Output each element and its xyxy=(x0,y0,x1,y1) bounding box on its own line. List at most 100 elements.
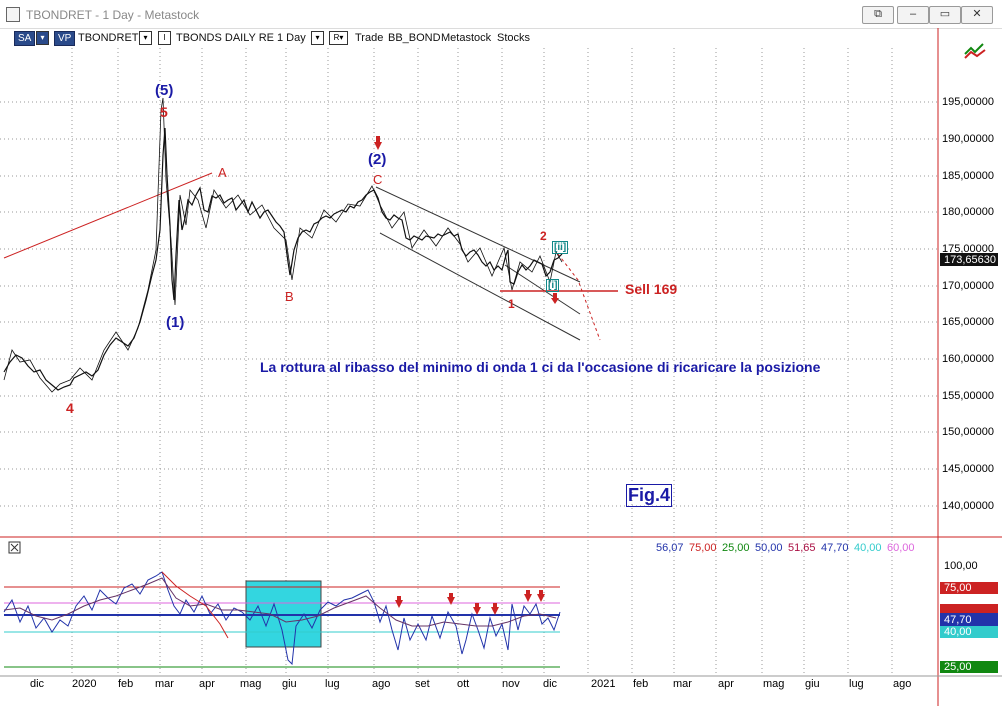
period-label[interactable]: 1 Day xyxy=(277,32,306,44)
time-tick: apr xyxy=(718,678,734,690)
price-series-noise xyxy=(3,97,563,393)
time-tick: lug xyxy=(325,678,340,690)
symbol-label[interactable]: TBONDRET xyxy=(78,32,139,44)
window-title: TBONDRET - 1 Day - Metastock xyxy=(26,8,200,22)
figure-label[interactable]: Fig.4 xyxy=(626,484,673,507)
price-tick: 140,00000 xyxy=(942,500,994,512)
indicator-tick: 47,70 xyxy=(944,614,972,626)
down-arrow-icon xyxy=(537,594,545,602)
time-tick: 2020 xyxy=(72,678,97,690)
indicator-value: 56,07 xyxy=(656,542,684,554)
maximize-button[interactable]: ▭ xyxy=(929,6,961,24)
restore-tile-button[interactable]: ⧉ xyxy=(862,6,894,24)
last-price-tag: 173,65630 xyxy=(944,254,996,266)
time-tick: mag xyxy=(240,678,262,690)
time-tick: giu xyxy=(805,678,820,690)
price-tick: 190,00000 xyxy=(942,133,994,145)
trendline-a[interactable] xyxy=(3,172,213,259)
r-selector[interactable]: R▾ xyxy=(329,31,348,45)
indicator-tick: 100,00 xyxy=(944,560,978,572)
indicator-value: 75,00 xyxy=(689,542,717,554)
projection-line xyxy=(557,253,601,341)
price-tick: 165,00000 xyxy=(942,316,994,328)
title-bar: TBONDRET - 1 Day - Metastock ⧉ – ▭ ✕ xyxy=(0,0,1002,29)
wave-label: A xyxy=(218,165,227,180)
vp-button[interactable]: VP xyxy=(54,31,76,46)
time-tick: 2021 xyxy=(591,678,616,690)
time-tick: ago xyxy=(372,678,391,690)
time-tick: dic xyxy=(30,678,45,690)
wave-label: B xyxy=(285,289,294,304)
time-tick: apr xyxy=(199,678,215,690)
app-icon xyxy=(6,7,20,22)
sell-annotation[interactable]: Sell 169 xyxy=(625,281,678,297)
price-tick: 170,00000 xyxy=(942,280,994,292)
sa-dropdown-icon[interactable]: ▾ xyxy=(36,31,49,45)
price-tick: 160,00000 xyxy=(942,353,994,365)
sa-button[interactable]: SA xyxy=(14,31,36,46)
indicator-value: 40,00 xyxy=(854,542,882,554)
account-label[interactable]: BB_BOND xyxy=(388,32,441,44)
wave-label: 5 xyxy=(160,104,168,120)
time-tick: nov xyxy=(502,678,520,690)
wave-label: (5) xyxy=(155,82,174,99)
price-tick: 145,00000 xyxy=(942,463,994,475)
indicator-panel[interactable] xyxy=(3,571,561,668)
time-tick: mag xyxy=(763,678,785,690)
down-arrow-icon xyxy=(395,600,403,608)
indicator-tick: 75,00 xyxy=(944,582,972,594)
wave-label: 4 xyxy=(66,400,74,416)
indicator-tick: 25,00 xyxy=(944,661,972,673)
close-button[interactable]: ✕ xyxy=(961,6,993,24)
down-arrow-icon xyxy=(524,594,532,602)
time-tick: dic xyxy=(543,678,558,690)
time-tick: mar xyxy=(155,678,174,690)
period-dropdown-icon[interactable]: ▾ xyxy=(311,31,324,45)
indicator-value: 51,65 xyxy=(788,542,816,554)
wave-label: (1) xyxy=(166,314,185,331)
wave-label: 2 xyxy=(540,229,547,243)
chart-tools-icon[interactable] xyxy=(964,43,986,59)
mode-selector[interactable]: I xyxy=(158,31,171,45)
chart-toolbar: SA ▾ VP TBONDRET ▾ I TBONDS DAILY RE 1 D… xyxy=(0,29,1002,49)
time-tick: lug xyxy=(849,678,864,690)
price-tick: 150,00000 xyxy=(942,426,994,438)
time-tick: mar xyxy=(673,678,692,690)
wave-label: C xyxy=(373,172,383,187)
minimize-button[interactable]: – xyxy=(897,6,929,24)
wave-label: (2) xyxy=(368,151,387,168)
grid xyxy=(0,48,938,676)
indicator-value: 60,00 xyxy=(887,542,915,554)
indicator-value: 50,00 xyxy=(755,542,783,554)
price-series xyxy=(3,127,563,391)
time-tick: feb xyxy=(633,678,649,690)
source-label[interactable]: Metastock xyxy=(441,32,492,44)
symbol-dropdown-icon[interactable]: ▾ xyxy=(139,31,152,45)
channel-upper[interactable] xyxy=(375,186,581,283)
indicator-tick: 40,00 xyxy=(944,626,972,638)
last-price-tag-bg xyxy=(940,253,998,266)
wave-label: [ii] xyxy=(552,241,569,254)
price-tick: 180,00000 xyxy=(942,206,994,218)
down-arrow-icon xyxy=(551,298,559,304)
down-arrow-icon xyxy=(447,597,455,605)
channel-mid[interactable] xyxy=(504,264,581,315)
time-tick: set xyxy=(415,678,430,690)
indicator-value: 47,70 xyxy=(821,542,849,554)
comment-annotation[interactable]: La rottura al ribasso del minimo di onda… xyxy=(260,359,821,375)
price-tick: 155,00000 xyxy=(942,390,994,402)
down-arrow-icon xyxy=(491,607,499,615)
down-arrow-icon xyxy=(374,142,382,150)
wave-label: [i] xyxy=(546,279,560,292)
series-label[interactable]: TBONDS DAILY RE xyxy=(176,32,275,44)
price-tick: 175,00000 xyxy=(942,243,994,255)
price-tick: 185,00000 xyxy=(942,170,994,182)
type-label[interactable]: Stocks xyxy=(497,32,531,44)
price-tick: 195,00000 xyxy=(942,96,994,108)
time-tick: feb xyxy=(118,678,134,690)
channel-lower[interactable] xyxy=(379,232,581,341)
trade-label[interactable]: Trade xyxy=(355,32,384,44)
time-tick: ago xyxy=(893,678,912,690)
wave-label: 1 xyxy=(508,297,515,311)
